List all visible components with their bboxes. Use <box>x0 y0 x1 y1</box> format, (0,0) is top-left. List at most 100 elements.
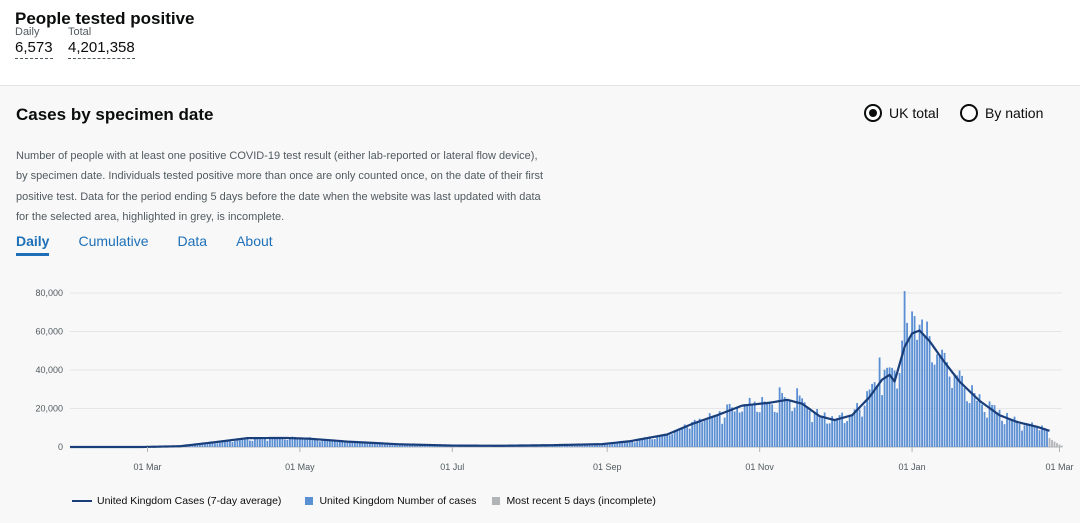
tab-daily[interactable]: Daily <box>16 233 50 256</box>
incomplete-bar <box>1056 443 1058 447</box>
cases-bar <box>361 441 364 447</box>
y-tick-label: 0 <box>58 442 63 452</box>
legend-cases[interactable]: United Kingdom Number of cases <box>297 495 476 507</box>
cases-bar <box>1033 426 1036 447</box>
radio-by-nation[interactable]: By nation <box>960 104 1043 122</box>
cases-bar <box>728 403 731 447</box>
cases-bar <box>743 404 746 447</box>
tab-about[interactable]: About <box>236 233 273 249</box>
cases-bar <box>716 414 719 447</box>
chart-legend: United Kingdom Cases (7-day average) Uni… <box>72 495 672 507</box>
cases-bar <box>753 401 756 447</box>
cases-bar <box>1003 424 1006 447</box>
chart-bars <box>89 291 1063 447</box>
cases-bar <box>748 397 751 447</box>
cases-bar <box>371 443 374 447</box>
cases-bar <box>676 431 679 447</box>
x-tick-label: 01 Nov <box>745 462 774 472</box>
cases-bar <box>598 444 601 447</box>
cases-bar <box>691 421 694 447</box>
cases-bar <box>214 443 216 447</box>
cases-bar <box>776 412 779 447</box>
cases-bar <box>826 423 829 447</box>
cases-bar <box>303 439 306 447</box>
cases-bar <box>383 443 386 447</box>
cases-bar <box>998 409 1001 447</box>
cases-bar <box>938 356 941 447</box>
cases-bar <box>973 392 976 447</box>
cases-bar <box>873 382 876 447</box>
cases-bar <box>1008 418 1011 447</box>
chart-axes: 0 20,000 40,000 60,000 80,000 01 Mar 01 May 01 … <box>35 288 1073 472</box>
cases-bar <box>623 441 626 447</box>
cases-bar <box>1036 427 1038 447</box>
cases-bar <box>816 408 819 447</box>
cases-bar <box>941 349 943 447</box>
cases-chart: 0 20,000 40,000 60,000 80,000 01 Mar 01 May 01 … <box>35 288 1073 472</box>
tab-data[interactable]: Data <box>177 233 208 249</box>
cases-bar <box>276 438 279 447</box>
cases-bar <box>943 352 946 447</box>
cases-bar <box>388 443 391 447</box>
cases-bar <box>1013 416 1016 447</box>
cases-bar <box>881 395 883 447</box>
cases-bar <box>236 439 239 447</box>
cases-bar <box>781 393 784 447</box>
legend-incomplete[interactable]: Most recent 5 days (incomplete) <box>492 495 656 507</box>
cases-bar <box>353 442 356 447</box>
cases-bar <box>831 416 834 447</box>
cases-bar <box>241 438 244 447</box>
cases-bar <box>841 412 844 447</box>
cases-bar <box>1016 420 1018 447</box>
cases-bar <box>621 441 624 447</box>
tab-cumulative[interactable]: Cumulative <box>78 233 149 249</box>
legend-cases-label: United Kingdom Number of cases <box>319 495 477 507</box>
cases-bar <box>328 439 331 447</box>
cases-bar <box>853 409 856 447</box>
y-tick-label: 80,000 <box>35 288 63 298</box>
cases-bar <box>224 440 226 447</box>
cases-bar <box>908 336 911 447</box>
cases-bar <box>611 443 614 447</box>
cases-bar <box>256 437 259 447</box>
cases-bar <box>423 445 426 447</box>
cases-bar <box>326 440 329 447</box>
cases-bar <box>966 401 968 447</box>
summary-title: People tested positive <box>15 9 195 28</box>
cases-bar <box>1031 422 1033 447</box>
cases-bar <box>746 405 749 447</box>
cases-bar <box>726 404 729 447</box>
cases-bar <box>646 437 649 447</box>
daily-value[interactable]: 6,573 <box>15 38 53 59</box>
cases-bar <box>933 364 936 447</box>
cases-bar <box>876 385 878 447</box>
cases-bar <box>266 440 269 447</box>
cases-bar <box>736 407 739 447</box>
cases-bar <box>261 437 264 447</box>
radio-selected-icon <box>864 104 882 122</box>
x-tick-label: 01 Jan <box>899 462 926 472</box>
cases-bar <box>751 404 754 447</box>
cases-bar <box>761 397 764 447</box>
cases-bar <box>658 435 661 447</box>
cases-bar <box>883 369 886 447</box>
cases-bar <box>1026 424 1028 447</box>
cases-bar <box>591 444 594 447</box>
legend-avg[interactable]: United Kingdom Cases (7-day average) <box>72 495 281 507</box>
cases-bar <box>948 376 951 447</box>
cases-bar <box>291 436 294 447</box>
radio-uk-total[interactable]: UK total <box>864 104 939 122</box>
cases-bar <box>264 438 266 447</box>
cases-bar <box>693 419 696 447</box>
x-tick-label: 01 Mar <box>133 462 161 472</box>
cases-bar <box>638 438 641 447</box>
cases-bar <box>661 434 664 447</box>
cases-bar <box>898 372 901 447</box>
cases-bar <box>1028 426 1031 447</box>
cases-bar <box>708 413 711 447</box>
total-value[interactable]: 4,201,358 <box>68 38 135 59</box>
cases-bar <box>818 417 821 447</box>
cases-bar <box>373 443 376 447</box>
cases-bar <box>848 414 851 447</box>
cases-bar <box>903 291 906 447</box>
